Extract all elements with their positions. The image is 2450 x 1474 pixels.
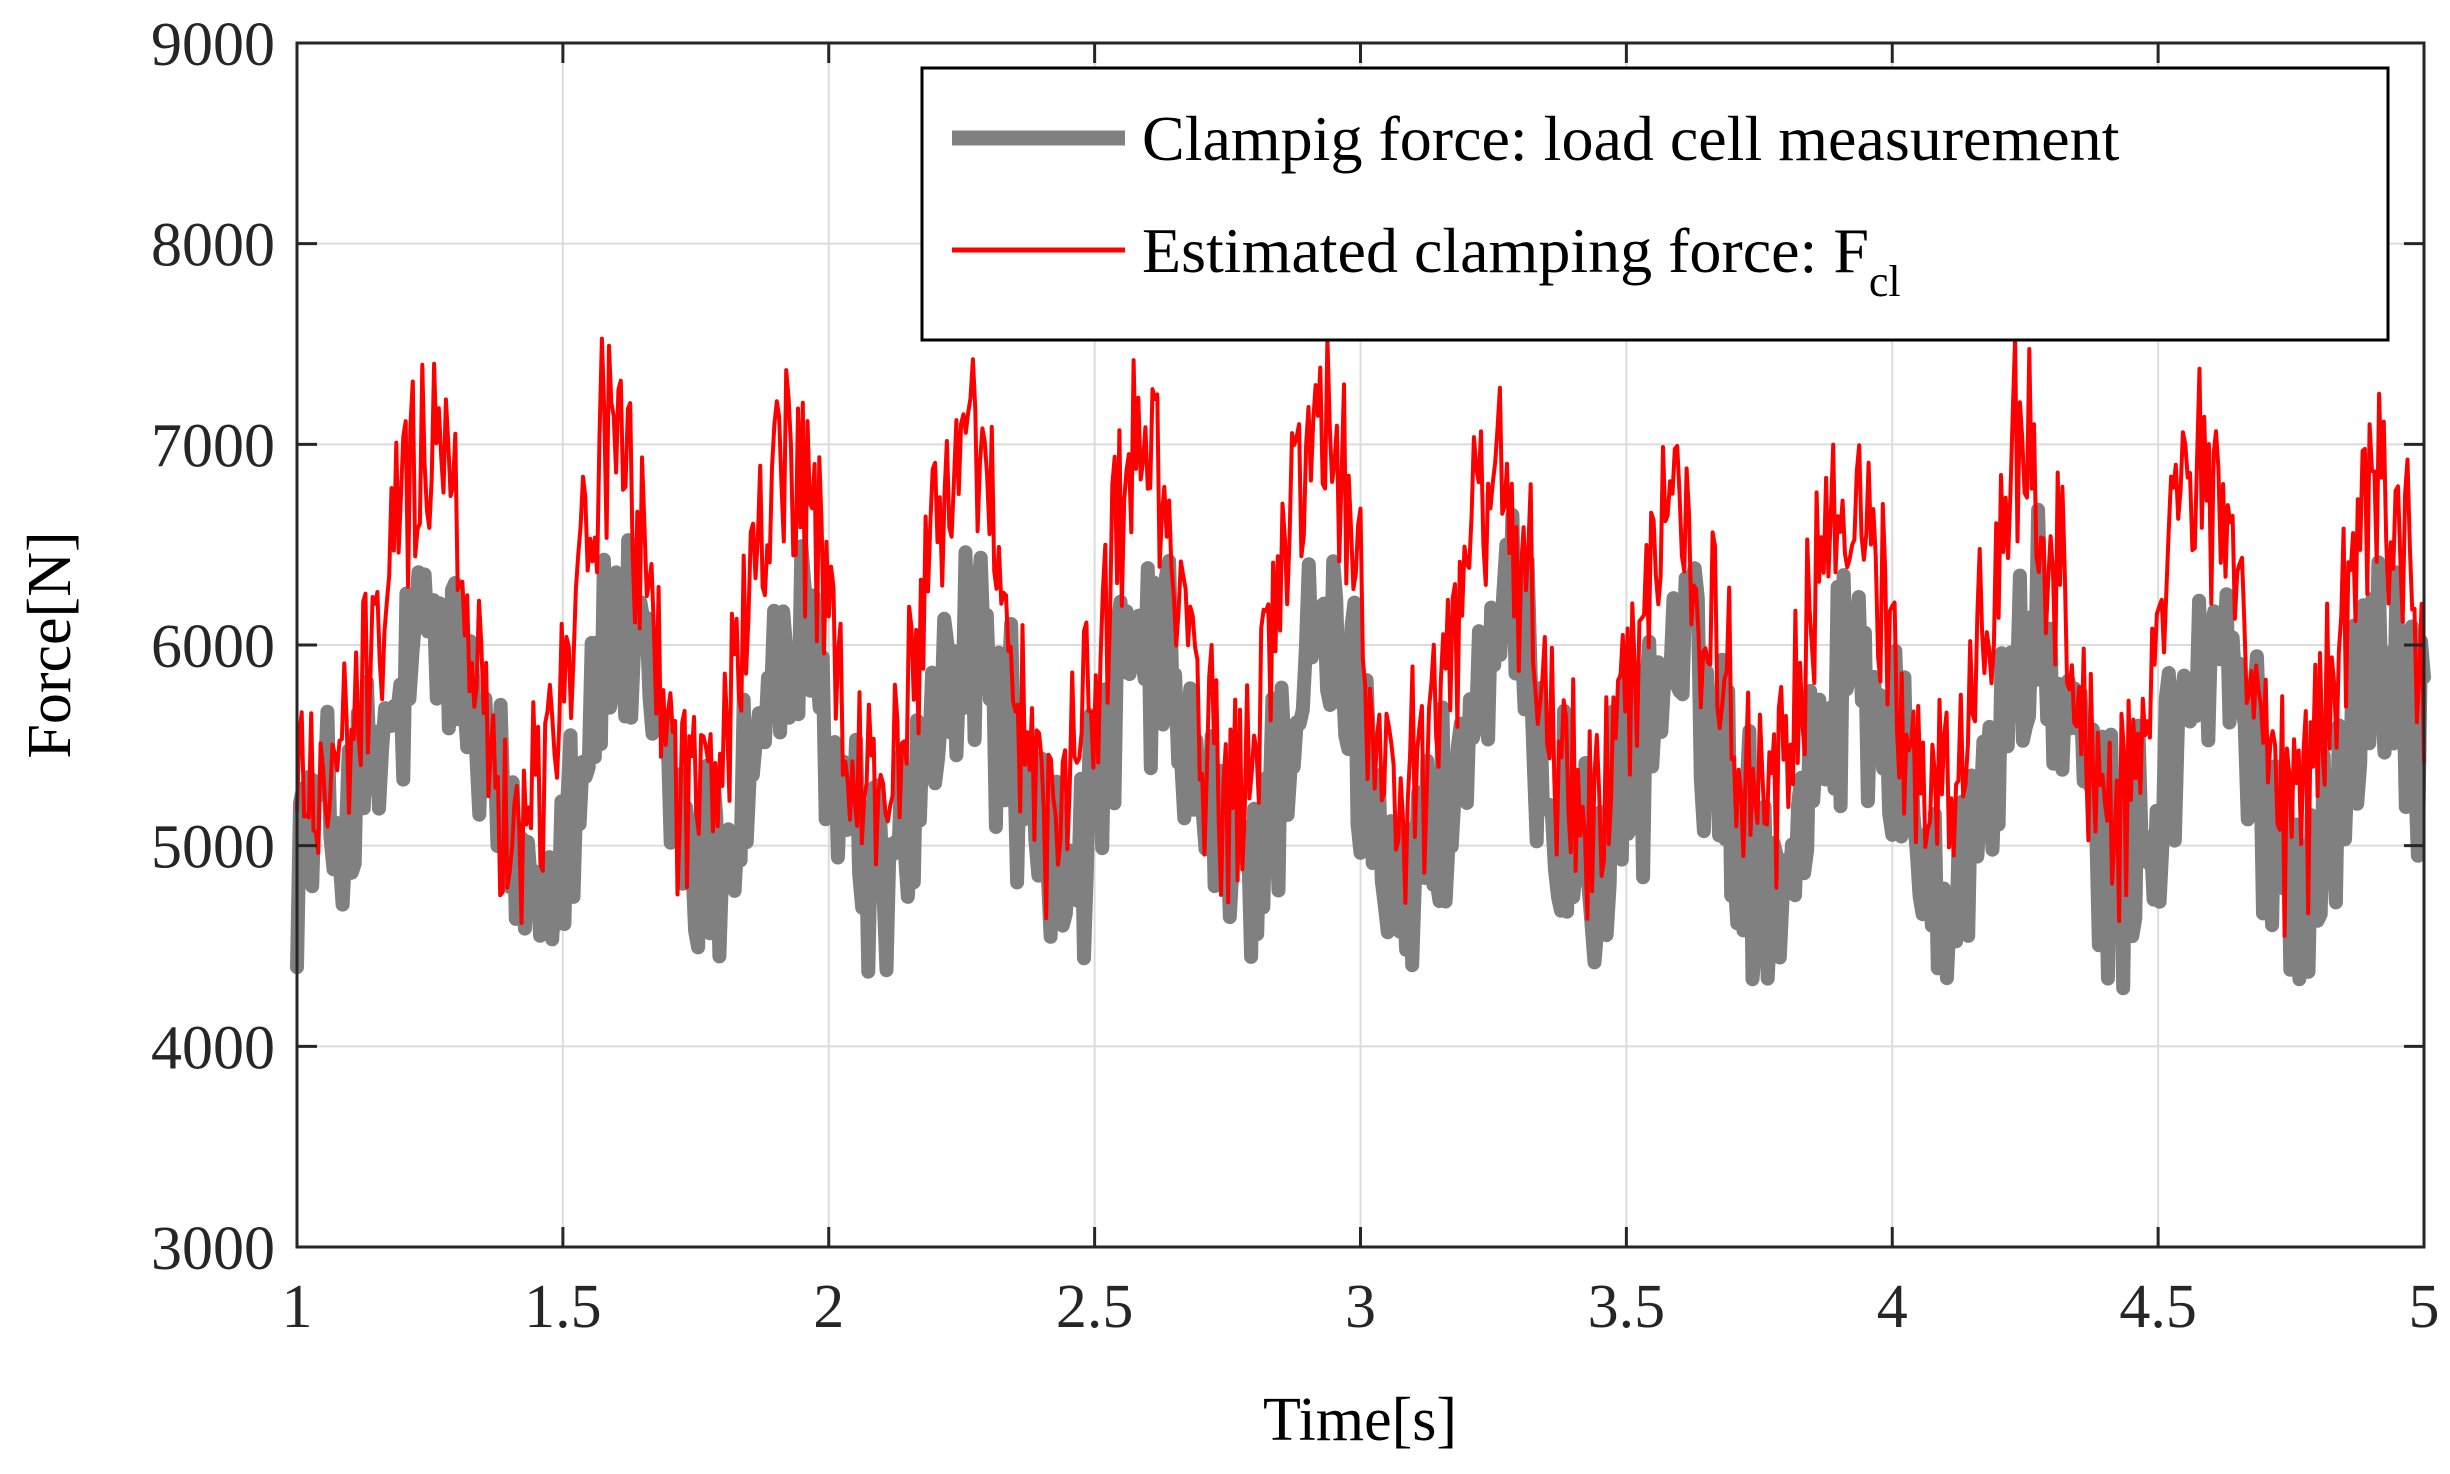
x-tick-label: 3.5 (1588, 1273, 1666, 1341)
y-tick-label: 3000 (151, 1215, 275, 1283)
x-tick-label: 3 (1345, 1273, 1376, 1341)
y-tick-label: 8000 (151, 212, 275, 280)
legend: Clampig force: load cell measurement Est… (920, 66, 2390, 342)
y-tick-label: 4000 (151, 1014, 275, 1082)
legend-label-estimated-subscript: cl (1869, 257, 1901, 306)
y-tick-label: 5000 (151, 814, 275, 882)
x-tick-label: 1.5 (524, 1273, 602, 1341)
x-tick-label: 5 (2409, 1273, 2440, 1341)
series-layer (290, 336, 2431, 996)
x-tick-label: 4 (1877, 1273, 1908, 1341)
tick-labels: 1 1.5 2 2.5 3 3.5 4 4.5 5 3000 4000 5000 6000 7000 800… (151, 11, 2440, 1341)
x-tick-label: 4.5 (2119, 1273, 2197, 1341)
legend-label-estimated: Estimated clamping force: Fcl (1142, 215, 1901, 306)
x-tick-label: 1 (282, 1273, 313, 1341)
y-tick-label: 7000 (151, 412, 275, 480)
y-tick-label: 6000 (151, 613, 275, 681)
x-tick-label: 2.5 (1056, 1273, 1134, 1341)
x-tick-label: 2 (813, 1273, 844, 1341)
legend-label-measured: Clampig force: load cell measurement (1142, 103, 2120, 174)
y-axis-label: Force[N] (16, 531, 84, 758)
series-line-estimated (295, 336, 2426, 938)
x-axis-label: Time[s] (1263, 1386, 1457, 1454)
legend-box (920, 66, 2390, 342)
legend-label-estimated-main: Estimated clamping force: F (1142, 215, 1869, 286)
series-line-measured (290, 502, 2431, 996)
ticks (295, 41, 2426, 1249)
y-tick-label: 9000 (151, 11, 275, 79)
